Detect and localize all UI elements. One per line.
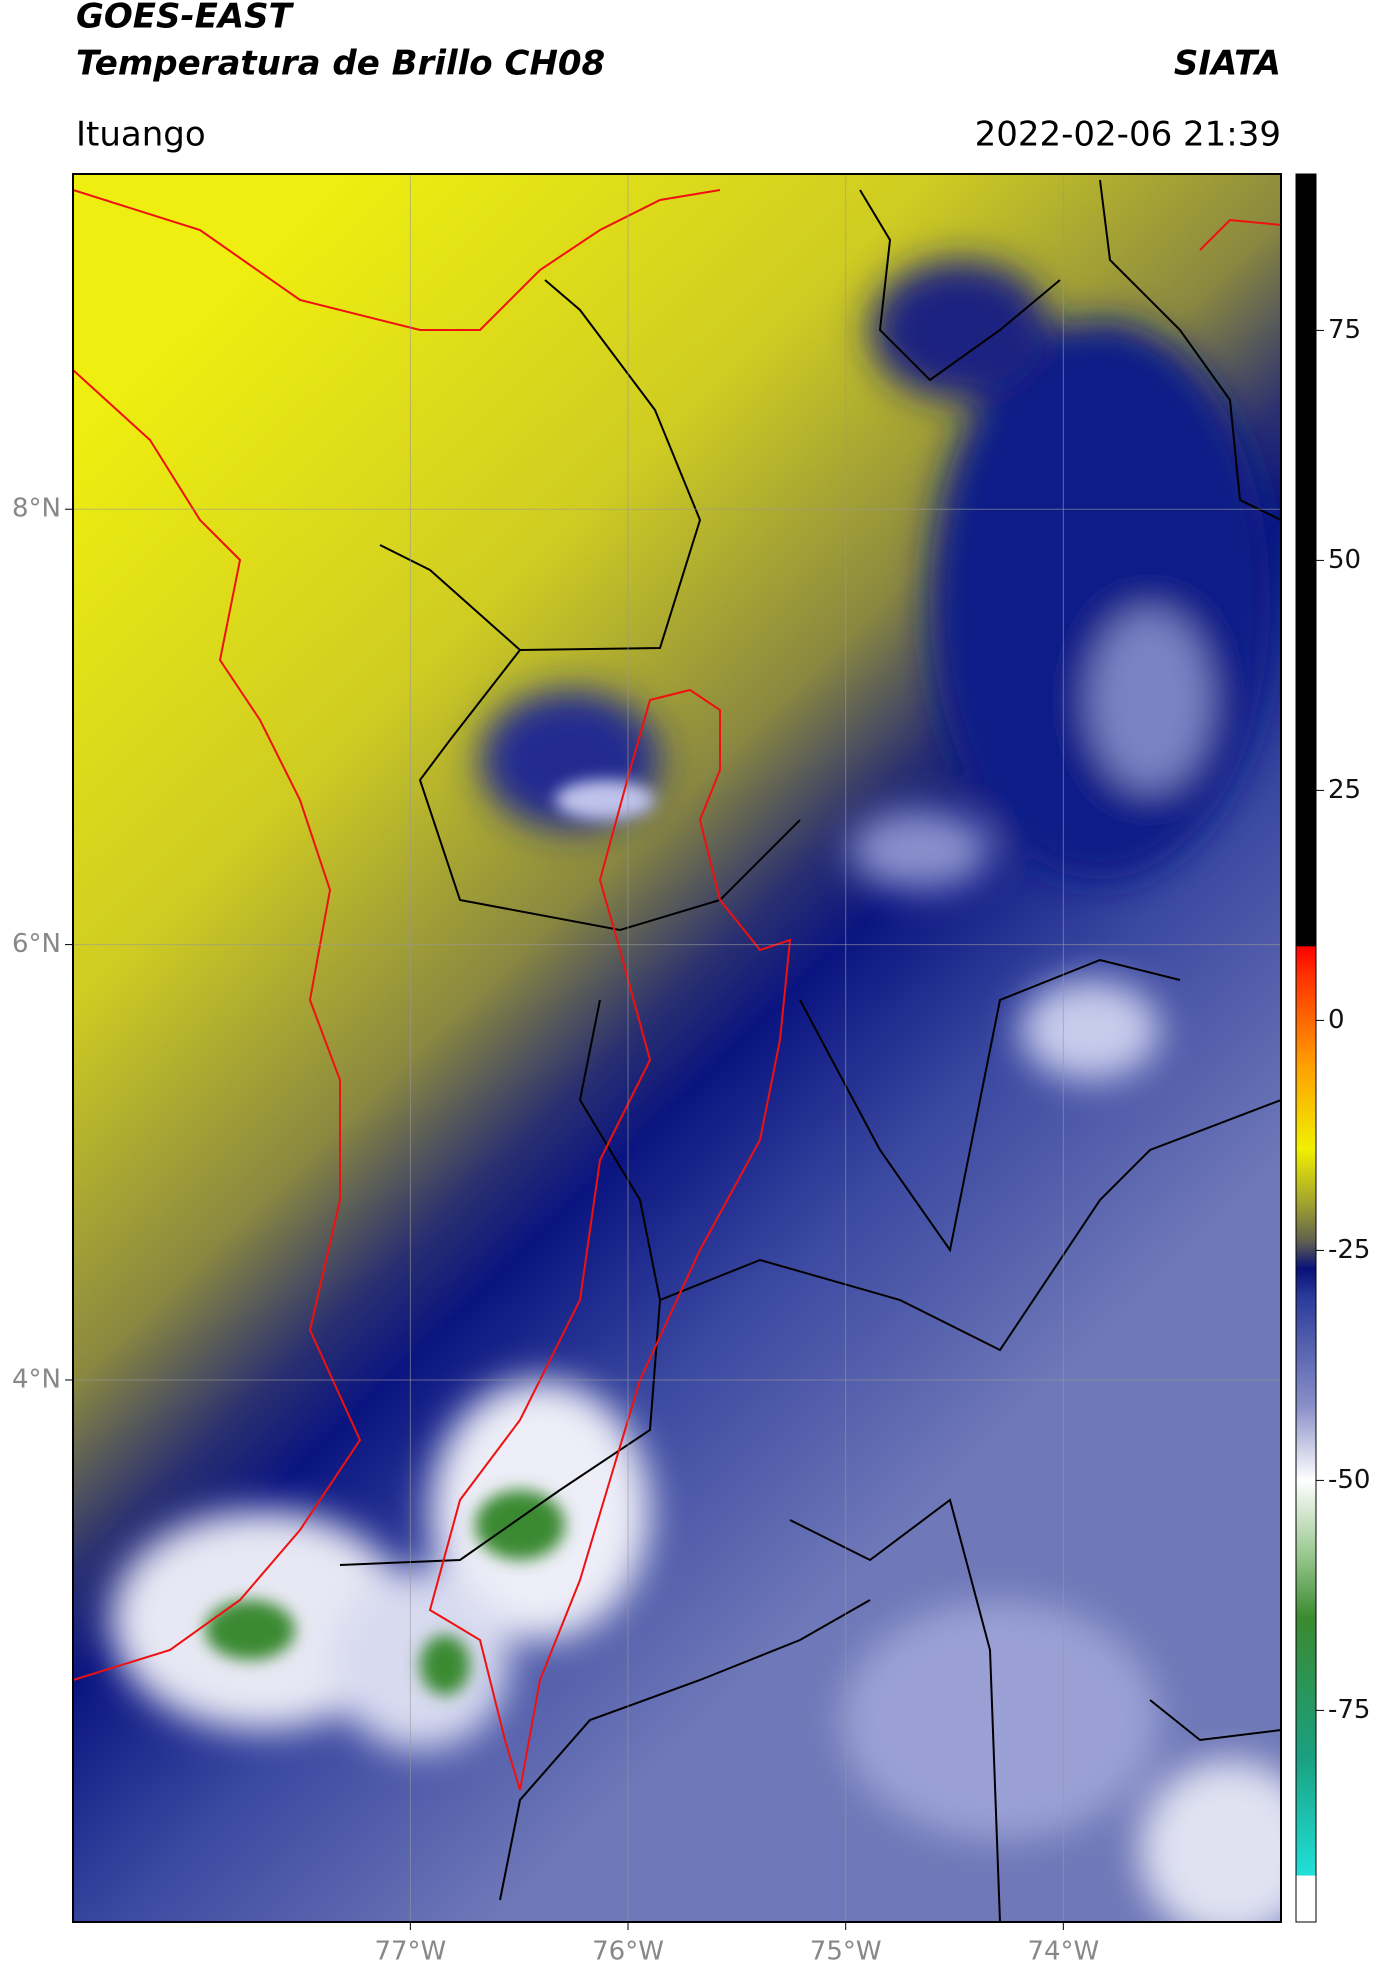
y-tick-label: 4°N (12, 1364, 61, 1394)
x-tick-label: 76°W (592, 1937, 664, 1967)
x-tick-label: 77°W (374, 1937, 446, 1967)
x-tick-label: 75°W (810, 1937, 882, 1967)
colorbar-tick-label: 75 (1328, 315, 1361, 345)
location: Ituango (76, 115, 206, 155)
colorbar-tick-label: 50 (1328, 545, 1361, 575)
colorbar (1295, 173, 1317, 1923)
x-tick-label: 74°W (1027, 1937, 1099, 1967)
y-tick-label: 6°N (12, 929, 61, 959)
source: SIATA (1174, 44, 1281, 84)
y-tick-label: 8°N (12, 494, 61, 524)
map-axes: 77°W 76°W 75°W 74°W 4°N 6°N 8°N (12, 174, 1281, 1967)
map-image (73, 174, 1281, 1922)
datetime: 2022-02-06 21:39 (975, 115, 1281, 155)
colorbar-tick-label: -75 (1328, 1695, 1370, 1725)
map-frame (72, 173, 1282, 1923)
colorbar-tick-label: -50 (1328, 1465, 1370, 1495)
colorbar-tick-label: -25 (1328, 1235, 1370, 1265)
colorbar-tick-label: 0 (1328, 1005, 1345, 1035)
subtitle: Temperatura de Brillo CH08 (76, 44, 605, 84)
title: GOES-EAST (76, 0, 295, 37)
colorbar-tick-label: 25 (1328, 775, 1361, 805)
